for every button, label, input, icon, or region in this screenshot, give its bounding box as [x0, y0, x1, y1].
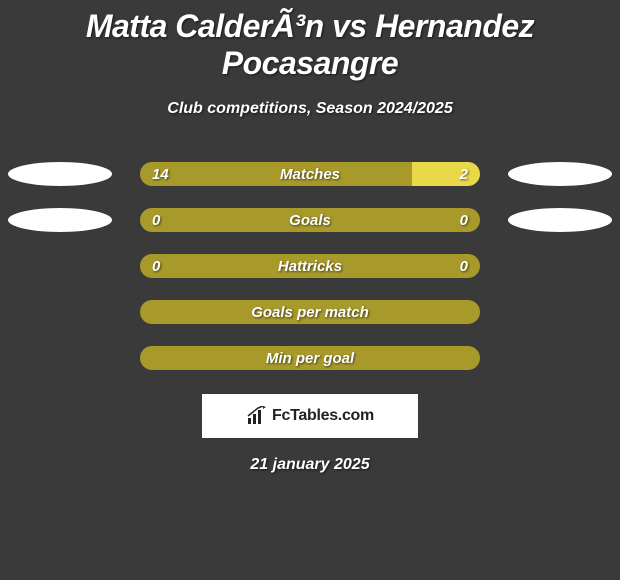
stat-bar-left: 0	[140, 254, 310, 278]
page-title: Matta CalderÃ³n vs Hernandez Pocasangre	[0, 0, 620, 82]
stat-row: 142Matches	[0, 156, 620, 202]
stat-left-value: 14	[152, 166, 169, 183]
stat-right-value: 0	[460, 258, 468, 275]
left-ellipse	[8, 208, 112, 232]
stat-bar: 00	[140, 254, 480, 278]
stat-bar: 14 2	[140, 162, 480, 186]
stat-bar-left	[140, 300, 480, 324]
stat-bar-right: 0	[310, 254, 480, 278]
stat-row: 00Goals	[0, 202, 620, 248]
stat-row: 00Hattricks	[0, 248, 620, 294]
right-ellipse	[508, 162, 612, 186]
date-label: 21 january 2025	[0, 456, 620, 474]
left-ellipse	[8, 162, 112, 186]
logo-box: FcTables.com	[202, 394, 418, 438]
stat-bar-left: 14	[140, 162, 412, 186]
stat-bar-left: 0	[140, 208, 310, 232]
stat-bar	[140, 346, 480, 370]
comparison-rows: 142Matches00Goals00HattricksGoals per ma…	[0, 156, 620, 386]
stat-right-value: 2	[460, 166, 468, 183]
stat-row: Goals per match	[0, 294, 620, 340]
stat-row: Min per goal	[0, 340, 620, 386]
stat-bar-right: 2	[412, 162, 480, 186]
chart-icon	[246, 406, 268, 426]
stat-right-value: 0	[460, 212, 468, 229]
stat-left-value: 0	[152, 212, 160, 229]
page-subtitle: Club competitions, Season 2024/2025	[0, 100, 620, 118]
stat-bar: 00	[140, 208, 480, 232]
stat-left-value: 0	[152, 258, 160, 275]
stat-bar	[140, 300, 480, 324]
stat-bar-left	[140, 346, 480, 370]
right-ellipse	[508, 208, 612, 232]
stat-bar-right: 0	[310, 208, 480, 232]
logo-text: FcTables.com	[272, 407, 374, 425]
